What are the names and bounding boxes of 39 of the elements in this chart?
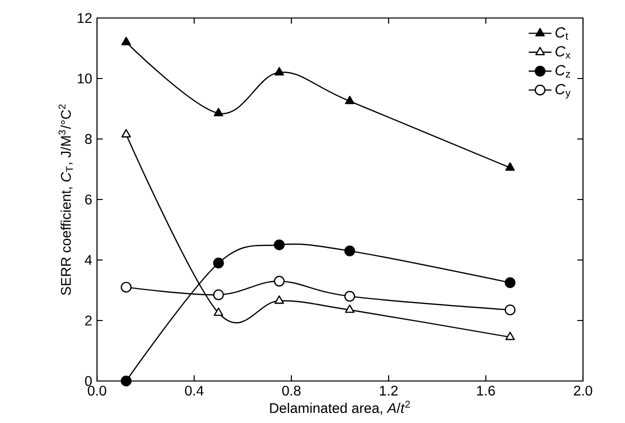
x-tick-label: 0.0 xyxy=(88,386,106,396)
legend-label: C$_{z}$ xyxy=(556,65,570,78)
point xyxy=(213,258,224,268)
point xyxy=(274,295,284,304)
point xyxy=(121,129,131,138)
x-tick-label: 2.0 xyxy=(574,386,592,396)
point xyxy=(214,108,224,116)
y-tick-label: 8 xyxy=(85,134,92,144)
x-tick-label: 0.4 xyxy=(185,386,204,396)
point xyxy=(120,376,132,386)
point xyxy=(274,67,284,76)
point xyxy=(274,239,285,250)
point xyxy=(504,277,516,288)
point xyxy=(344,96,354,104)
point xyxy=(505,162,515,171)
point xyxy=(505,332,515,340)
y-tick-label: 6 xyxy=(85,194,92,204)
y-tick-label: 4 xyxy=(84,255,92,265)
legend-label: C$_{y}$ xyxy=(556,84,571,99)
x-axis-title: Delaminated area, A/t$^{2}$ xyxy=(270,400,410,415)
y-tick-label: 12 xyxy=(78,13,92,23)
point xyxy=(344,246,356,256)
point xyxy=(344,304,354,313)
point xyxy=(214,308,224,316)
point xyxy=(213,289,224,300)
point xyxy=(504,304,516,316)
point xyxy=(120,282,132,293)
y-tick-label: 0 xyxy=(85,376,92,386)
y-tick-label: 10 xyxy=(78,74,92,84)
legend-label: C$_{t}$ xyxy=(556,27,568,40)
x-tick-label: 0.8 xyxy=(282,386,301,396)
y-tick-label: 2 xyxy=(85,316,92,326)
y-axis-title: SERR coefficient, C$_{T}$, J/M$^{3}$/°C$^{2}$ xyxy=(58,104,73,296)
x-tick-label: 1.2 xyxy=(380,386,398,396)
point xyxy=(274,276,285,287)
point xyxy=(121,36,131,46)
x-tick-label: 1.6 xyxy=(477,386,495,396)
point xyxy=(344,290,356,302)
legend-label: C$_{x}$ xyxy=(556,46,570,59)
